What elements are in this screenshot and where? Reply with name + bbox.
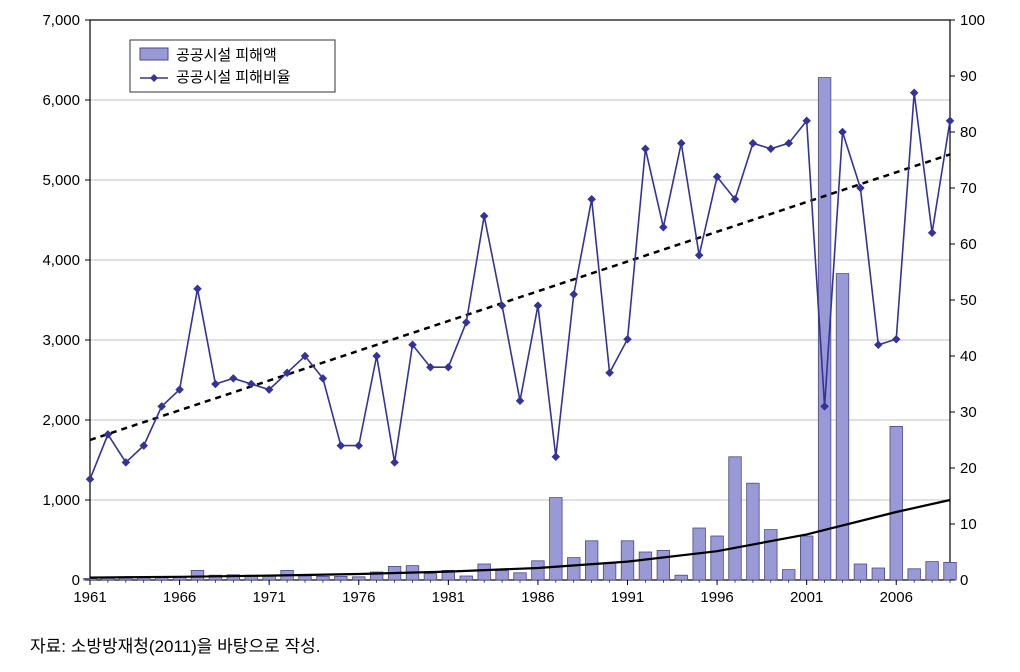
bar — [711, 536, 724, 580]
bar — [908, 569, 921, 580]
x-tick-label: 1976 — [342, 589, 375, 606]
y-right-tick-label: 40 — [960, 348, 977, 365]
legend-label-bar: 공공시설 피해액 — [176, 47, 277, 64]
bar — [639, 552, 652, 580]
bar — [317, 576, 330, 580]
bar — [944, 562, 957, 580]
bar — [191, 570, 204, 580]
bar — [890, 426, 903, 580]
y-left-tick-label: 7,000 — [42, 12, 80, 29]
chart-container: 0 1,000 2,000 3,000 4,000 5,000 6,000 7,000 0 10 2… — [0, 0, 1020, 672]
y-right-tick-label: 70 — [960, 180, 977, 197]
bar — [585, 541, 598, 580]
chart-svg: 0 1,000 2,000 3,000 4,000 5,000 6,000 7,000 0 10 2… — [0, 0, 1020, 672]
bar — [657, 550, 670, 580]
bar — [926, 562, 939, 580]
x-tick-label: 1961 — [73, 589, 106, 606]
bar — [299, 576, 312, 580]
y-left-tick-label: 4,000 — [42, 252, 80, 269]
y-right-tick-label: 100 — [960, 12, 985, 29]
y-right-tick-label: 50 — [960, 292, 977, 309]
x-tick-label: 1991 — [611, 589, 644, 606]
y-right-tick-label: 20 — [960, 460, 977, 477]
bar — [836, 274, 849, 580]
x-tick-label: 1966 — [163, 589, 196, 606]
y-left-tick-label: 1,000 — [42, 492, 80, 509]
x-tick-label: 1996 — [700, 589, 733, 606]
y-right-tick-label: 80 — [960, 124, 977, 141]
bar — [567, 558, 580, 580]
legend: 공공시설 피해액공공시설 피해비율 — [130, 40, 335, 92]
y-right-tick-label: 10 — [960, 516, 977, 533]
x-tick-label: 1986 — [521, 589, 554, 606]
bar — [872, 568, 885, 580]
y-right-tick-label: 90 — [960, 68, 977, 85]
y-right-tick-label: 60 — [960, 236, 977, 253]
bar — [765, 530, 778, 580]
bar — [800, 536, 813, 580]
bar — [675, 575, 688, 580]
bar — [782, 570, 795, 580]
x-tick-label: 2006 — [880, 589, 913, 606]
y-left-tick-label: 2,000 — [42, 412, 80, 429]
bar — [335, 576, 348, 580]
y-left-tick-label: 3,000 — [42, 332, 80, 349]
y-right-tick-label: 0 — [960, 572, 968, 589]
x-tick-label: 1971 — [252, 589, 285, 606]
bar — [729, 457, 742, 580]
bar — [496, 570, 509, 580]
x-tick-label: 1981 — [432, 589, 465, 606]
bar — [532, 561, 545, 580]
y-left-tick-label: 6,000 — [42, 92, 80, 109]
bar — [352, 577, 365, 580]
bar — [478, 564, 491, 580]
y-right-tick-label: 30 — [960, 404, 977, 421]
source-caption: 자료: 소방방재청(2011)을 바탕으로 작성. — [30, 632, 320, 657]
bar — [747, 483, 760, 580]
bar — [460, 576, 473, 580]
y-left-tick-label: 0 — [72, 572, 80, 589]
bar — [603, 563, 616, 580]
x-tick-label: 2001 — [790, 589, 823, 606]
bar — [424, 574, 437, 580]
bar — [854, 564, 867, 580]
y-left-tick-label: 5,000 — [42, 172, 80, 189]
bar — [514, 573, 527, 580]
legend-label-line: 공공시설 피해비율 — [176, 69, 291, 86]
